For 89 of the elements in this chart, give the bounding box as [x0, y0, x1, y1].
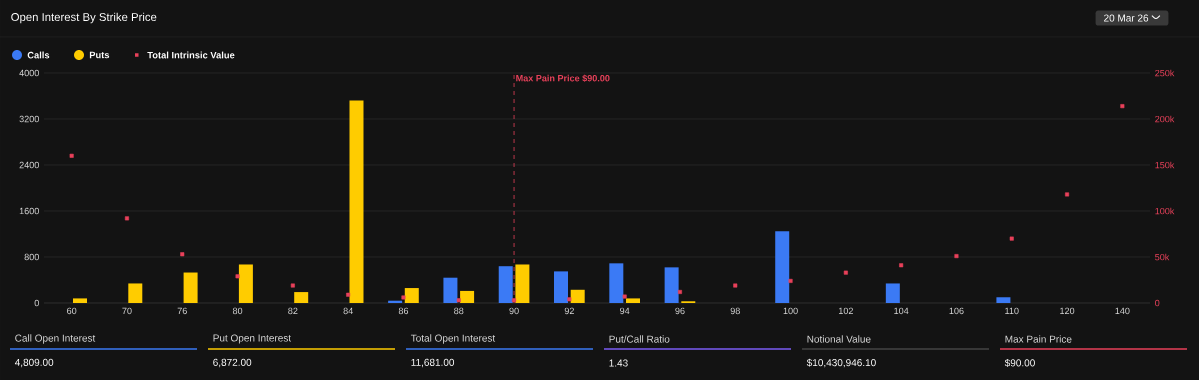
bar	[554, 271, 569, 303]
point	[899, 263, 904, 268]
point	[290, 283, 295, 288]
bar	[664, 267, 679, 303]
x-tick-label: 76	[177, 307, 187, 315]
chart-title: Open Interest By Strike Price	[11, 12, 157, 24]
point	[124, 216, 129, 221]
y2-tick-label: 50k	[1155, 253, 1170, 261]
bar	[625, 298, 640, 303]
legend-label: Puts	[89, 51, 110, 59]
x-tick-label: 80	[232, 307, 243, 315]
text: 11,681.00	[411, 358, 455, 368]
point	[1065, 192, 1070, 197]
y2-tick-label: 150k	[1155, 161, 1175, 169]
text: Put/Call Ratio	[609, 335, 670, 343]
y-tick-label: 0	[34, 299, 39, 307]
text: Total Open Interest	[410, 334, 496, 344]
point	[1120, 104, 1125, 109]
x-tick-label: 110	[1005, 307, 1019, 315]
text: 6,872.00	[213, 358, 252, 368]
legend-label: Total Intrinsic Value	[147, 51, 235, 59]
x-tick-label: 60	[67, 307, 77, 315]
y-tick-label: 2400	[19, 161, 39, 169]
x-tick-label: 70	[122, 307, 132, 315]
text: 20 Mar 26	[1104, 14, 1149, 22]
point	[733, 283, 738, 288]
x-tick-label: 96	[675, 307, 685, 315]
bar	[294, 292, 309, 303]
x-tick-label: 106	[949, 307, 964, 315]
y-tick-label: 4000	[19, 69, 39, 77]
bar	[609, 263, 624, 303]
point	[677, 289, 682, 294]
bar	[775, 231, 790, 303]
point	[567, 297, 572, 302]
point	[401, 295, 406, 300]
y-tick-label: 800	[24, 253, 39, 261]
bar	[460, 290, 475, 303]
text: 4,809.00	[14, 358, 54, 368]
bar	[404, 288, 419, 303]
point	[456, 298, 461, 303]
x-tick-label: 88	[454, 307, 464, 315]
text: $10,430,946.10	[806, 358, 876, 368]
text: Max Pain Price	[1005, 335, 1072, 343]
y-tick-label: 3200	[19, 115, 39, 123]
text: Call Open Interest	[15, 334, 96, 344]
x-tick-label: 82	[288, 307, 298, 315]
bar	[238, 264, 253, 303]
x-tick-label: 120	[1060, 307, 1075, 315]
bar	[498, 266, 513, 303]
x-tick-label: 94	[620, 307, 630, 315]
bar	[996, 297, 1011, 303]
point	[788, 278, 793, 283]
x-tick-label: 86	[398, 307, 409, 315]
point	[69, 153, 74, 158]
bar	[349, 100, 364, 303]
text: Put Open Interest	[213, 334, 292, 344]
point	[843, 270, 848, 275]
x-tick-label: 104	[894, 307, 909, 315]
x-tick-label: 92	[564, 307, 574, 315]
bar	[515, 264, 530, 303]
x-tick-label: 102	[838, 307, 853, 315]
bar	[885, 283, 900, 303]
x-tick-label: 140	[1115, 307, 1130, 315]
bar	[183, 272, 198, 303]
bar	[570, 289, 585, 303]
x-tick-label: 84	[343, 307, 353, 315]
text: 1.43	[609, 359, 628, 367]
y2-tick-label: 250k	[1155, 69, 1175, 77]
x-tick-label: 90	[509, 307, 519, 315]
point	[1009, 236, 1014, 241]
point	[954, 254, 959, 259]
y2-tick-label: 200k	[1155, 115, 1175, 123]
x-tick-label: 98	[730, 307, 740, 315]
ref-line-label: Max Pain Price $90.00	[516, 74, 610, 82]
point	[622, 294, 627, 299]
y-tick-label: 1600	[19, 207, 39, 215]
point	[235, 274, 240, 279]
text: Notional Value	[807, 335, 871, 343]
text: $90.00	[1004, 358, 1035, 368]
point	[180, 252, 185, 257]
bar	[73, 298, 87, 303]
point	[346, 292, 351, 297]
point	[512, 298, 517, 303]
y2-tick-label: 0	[1155, 299, 1160, 307]
x-tick-label: 100	[783, 307, 798, 315]
bar	[443, 277, 458, 303]
legend-label: Calls	[27, 51, 50, 59]
bar	[128, 283, 143, 303]
y2-tick-label: 100k	[1155, 207, 1175, 215]
